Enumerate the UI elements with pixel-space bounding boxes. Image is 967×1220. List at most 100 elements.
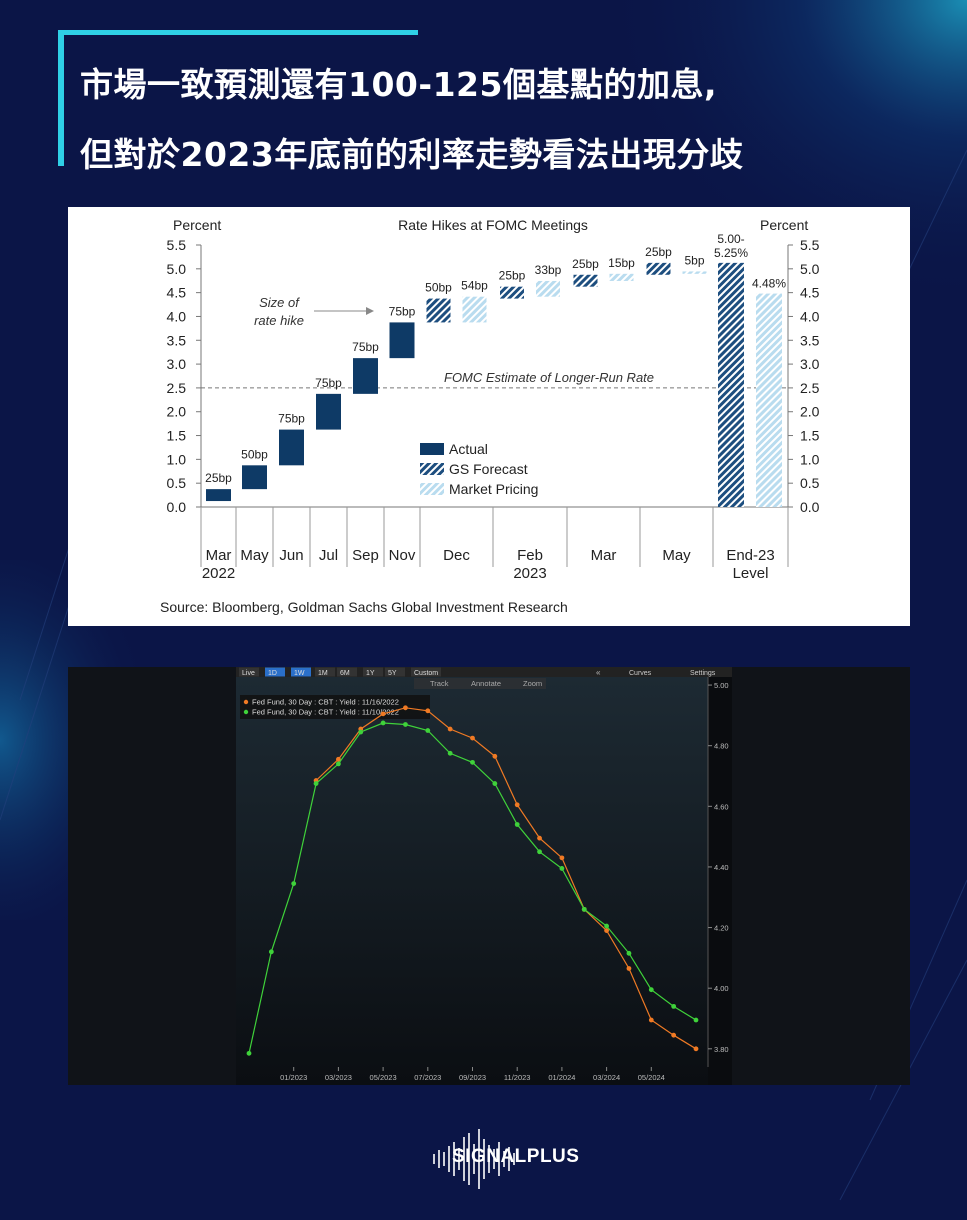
category-label: Nov xyxy=(389,547,416,564)
chart2-x-tick-label: 05/2023 xyxy=(370,1073,397,1082)
left-tick-label: 2.0 xyxy=(167,404,187,420)
annotation-arrow xyxy=(314,307,374,315)
range-button-1d[interactable]: 1D xyxy=(268,670,277,677)
right-tick-label: 5.0 xyxy=(800,261,820,277)
left-tick-label: 5.0 xyxy=(167,261,187,277)
range-button-1w[interactable]: 1W xyxy=(294,670,305,677)
series-point-2 xyxy=(447,750,453,756)
series-point-2 xyxy=(626,950,632,956)
right-tick-label: 4.5 xyxy=(800,285,820,301)
series-point-1 xyxy=(514,802,520,808)
series-point-1 xyxy=(470,735,475,741)
legend-label-actual: Actual xyxy=(449,441,488,457)
right-tick-label: 0.5 xyxy=(800,475,820,491)
title-accent-bar xyxy=(58,30,64,166)
bar-actual xyxy=(316,393,341,430)
chart2-x-tick-label: 01/2023 xyxy=(280,1073,307,1082)
left-tick-label: 4.0 xyxy=(167,308,187,324)
bar-market-pricing xyxy=(609,273,634,281)
right-tick-label: 1.0 xyxy=(800,451,820,467)
left-tick-label: 5.5 xyxy=(167,237,187,253)
bar-actual xyxy=(206,489,231,502)
left-axis-label: Percent xyxy=(173,217,221,233)
series-line-1 xyxy=(315,707,697,1050)
series-point-1 xyxy=(425,708,431,714)
zoom-button[interactable]: Zoom xyxy=(523,679,542,688)
settings-button[interactable]: Settings xyxy=(690,670,716,677)
left-tick-label: 0.0 xyxy=(167,499,187,515)
chart2-x-tick-label: 03/2023 xyxy=(325,1073,352,1082)
right-tick-label: 3.0 xyxy=(800,356,820,372)
signalplus-logo-icon xyxy=(433,1129,515,1189)
bar-actual xyxy=(279,429,304,466)
rate-hikes-chart: Rate Hikes at FOMC Meetings Percent Perc… xyxy=(160,217,820,615)
legend-swatch-gs-forecast xyxy=(420,463,444,475)
legend-label-gs-forecast: GS Forecast xyxy=(449,461,528,477)
category-label: Mar xyxy=(206,547,232,564)
range-button-6m[interactable]: 6M xyxy=(340,670,350,677)
legend-swatch-actual xyxy=(420,443,444,455)
title-accent-top xyxy=(58,30,418,35)
chart2-x-tick-label: 03/2024 xyxy=(593,1073,620,1082)
annotate-button[interactable]: Annotate xyxy=(471,679,501,688)
chart2-y-tick-label: 4.60 xyxy=(714,802,729,811)
fed-funds-curve-panel: Live 1D 1W 1M 6M 1Y 5Y Custom « Curves Settings… xyxy=(68,667,910,1085)
right-tick-label: 2.0 xyxy=(800,404,820,420)
track-button[interactable]: Track xyxy=(430,679,449,688)
curves-button[interactable]: Curves xyxy=(629,670,652,677)
right-tick-label: 0.0 xyxy=(800,499,820,515)
bar-label: 75bp xyxy=(278,412,305,426)
series-point-1 xyxy=(626,966,632,971)
series-point-2 xyxy=(581,906,587,912)
legend-series1: Fed Fund, 30 Day : CBT : Yield : 11/16/2… xyxy=(252,698,399,707)
bar-label: 33bp xyxy=(535,263,562,277)
range-button-1y[interactable]: 1Y xyxy=(366,670,375,677)
series-point-1 xyxy=(559,855,565,861)
category-label: End-23 xyxy=(726,547,774,564)
page-title-line-2: 但對於2023年底前的利率走勢看法出現分歧 xyxy=(80,135,744,174)
range-button-1m[interactable]: 1M xyxy=(318,670,328,677)
bar-label: 75bp xyxy=(315,376,342,390)
category-sublabel: 2023 xyxy=(513,565,546,582)
range-button-live[interactable]: Live xyxy=(242,670,255,677)
bar-label: 50bp xyxy=(241,447,268,461)
series-point-1 xyxy=(380,711,386,717)
chart2-x-tick-label: 01/2024 xyxy=(548,1073,575,1082)
range-button-bg xyxy=(239,667,259,677)
right-tick-label: 1.5 xyxy=(800,428,820,444)
range-button-5y[interactable]: 5Y xyxy=(388,670,397,677)
series-point-2 xyxy=(291,881,297,887)
bar-actual xyxy=(389,322,415,359)
bar-market-pricing xyxy=(756,293,782,507)
bar-market-pricing xyxy=(462,296,487,323)
right-axis-label: Percent xyxy=(760,217,808,233)
chart1-bars xyxy=(206,262,782,507)
right-axis-area xyxy=(708,677,732,1085)
series-point-1 xyxy=(492,753,498,759)
annotation-size-of-hike-line2: rate hike xyxy=(254,313,304,328)
series-point-1 xyxy=(336,756,341,762)
series-point-2 xyxy=(671,1003,677,1009)
series-point-1 xyxy=(671,1032,677,1038)
range-button-bg xyxy=(337,667,357,677)
bar-label: 25bp xyxy=(572,257,599,271)
bar-label: 75bp xyxy=(389,304,416,318)
chart2-axes: 5.00 4.80 4.60 4.40 4.20 4.00 3.80 01/2023 03/20… xyxy=(280,677,729,1082)
chart2-x-tick-label: 11/2023 xyxy=(504,1073,531,1082)
legend-swatch-market-pricing xyxy=(420,483,444,495)
chart2-series xyxy=(246,705,699,1056)
series-point-1 xyxy=(537,835,542,841)
bar-gs-forecast xyxy=(573,274,598,287)
range-button-bg xyxy=(385,667,405,677)
right-tick-label: 2.5 xyxy=(800,380,820,396)
series-point-2 xyxy=(358,729,364,735)
bar-label: 15bp xyxy=(608,256,635,270)
collapse-button[interactable]: « xyxy=(596,668,601,677)
series-point-1 xyxy=(693,1046,699,1052)
bar-label: 4.48% xyxy=(752,277,786,291)
tool-strip: Track Annotate Zoom xyxy=(414,678,546,689)
toolbar: Live 1D 1W 1M 6M 1Y 5Y Custom « Curves Settings xyxy=(236,667,732,677)
range-button-bg xyxy=(291,667,311,677)
range-button-custom[interactable]: Custom xyxy=(414,670,438,677)
bar-label: 5.25% xyxy=(714,246,748,260)
